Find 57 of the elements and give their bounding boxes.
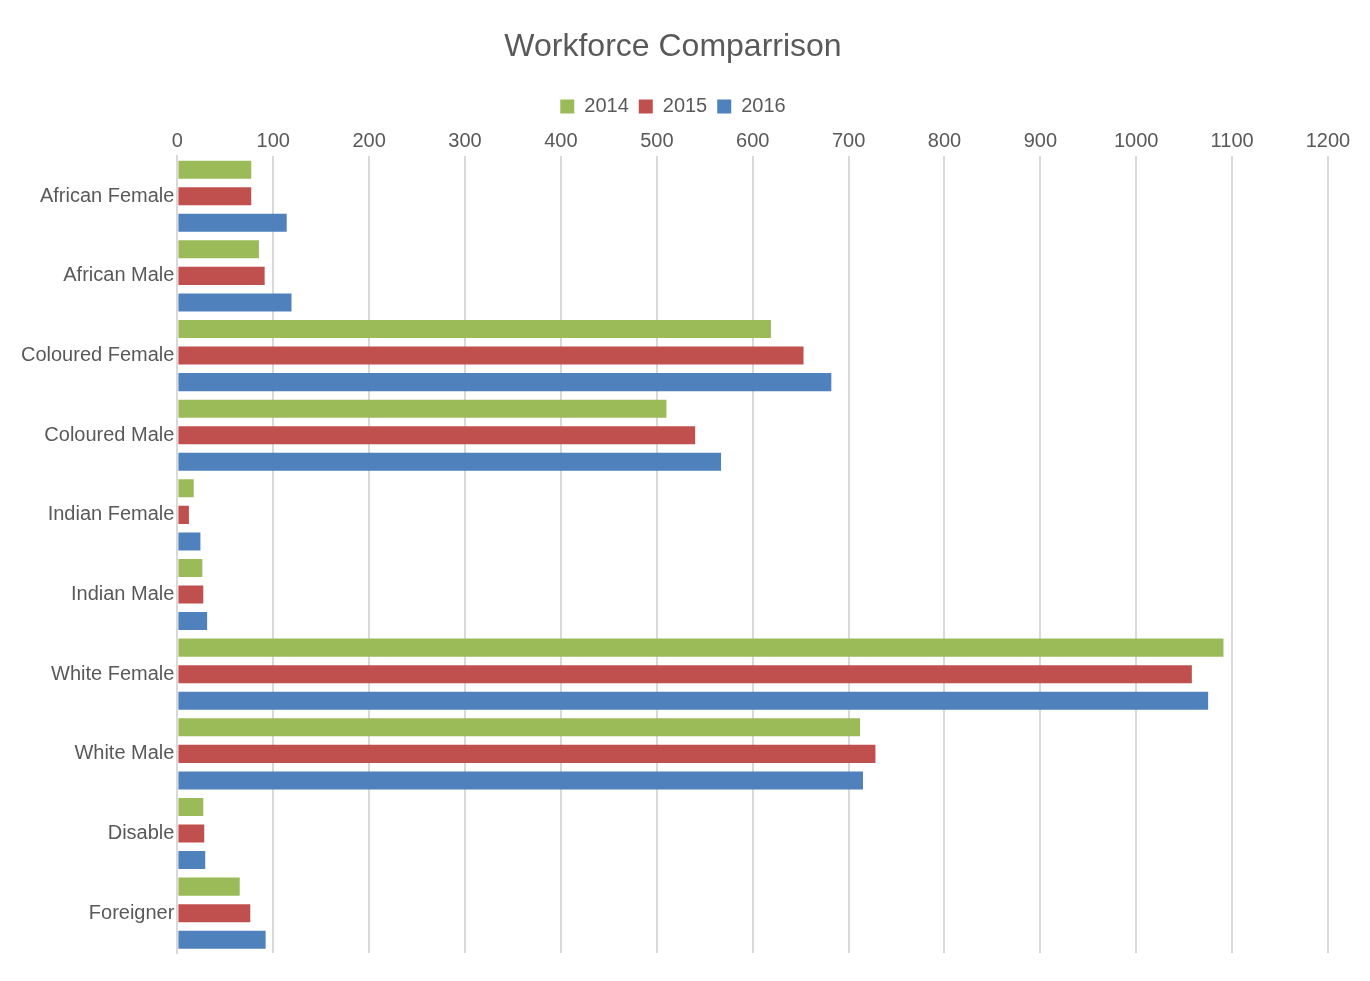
bar: [178, 346, 804, 365]
x-tick-label: 1000: [1113, 128, 1159, 151]
y-tick-label: White Male: [74, 741, 175, 764]
legend-label: 2015: [662, 93, 708, 116]
y-tick-label: African Female: [39, 183, 175, 206]
bar: [178, 452, 722, 471]
bar: [178, 691, 1209, 710]
bar: [178, 612, 208, 631]
bar: [178, 824, 205, 843]
bar: [178, 665, 1192, 684]
bar: [178, 718, 861, 737]
bar: [178, 930, 266, 949]
x-tick-label: 600: [736, 128, 770, 151]
bar: [178, 771, 863, 790]
chart-title: Workforce Comparrison: [504, 27, 842, 64]
legend-label: 2014: [584, 93, 629, 116]
bar: [178, 426, 696, 445]
bar: [178, 266, 265, 285]
bar: [178, 399, 667, 418]
bar: [178, 160, 252, 179]
x-tick-label: 800: [927, 128, 962, 151]
bar: [178, 213, 287, 232]
bar: [178, 187, 252, 206]
bar: [178, 877, 240, 896]
bar: [178, 585, 204, 604]
y-tick-label: Foreigner: [88, 900, 175, 923]
x-tick-label: 200: [352, 128, 386, 151]
bar: [178, 904, 251, 923]
x-tick-label: 1100: [1210, 128, 1254, 151]
y-tick-label: Disable: [107, 821, 175, 844]
bar: [178, 797, 204, 816]
bar: [178, 558, 203, 578]
bar: [178, 505, 189, 524]
y-tick-label: White Female: [51, 661, 175, 684]
y-tick-label: Coloured Male: [44, 422, 175, 445]
x-tick-label: 400: [544, 128, 578, 151]
x-tick-label: 500: [640, 128, 674, 151]
x-tick-label: 100: [256, 128, 290, 151]
y-tick-label: Coloured Female: [20, 343, 175, 366]
x-tick-label: 900: [1023, 128, 1058, 151]
bar: [178, 638, 1224, 657]
bar: [178, 240, 259, 259]
y-tick-label: African Male: [63, 263, 175, 286]
bar: [178, 744, 876, 763]
x-tick-label: 300: [448, 128, 482, 151]
y-tick-label: Indian Male: [71, 582, 175, 605]
x-tick-label: 700: [831, 128, 866, 151]
y-tick-label: Indian Female: [47, 502, 175, 525]
bar: [178, 319, 771, 339]
bar: [178, 373, 832, 392]
x-tick-label: 1200: [1305, 128, 1351, 151]
x-tick-label: 0: [171, 128, 183, 151]
bar: [178, 479, 194, 498]
bar: [178, 532, 201, 551]
legend-label: 2016: [741, 93, 786, 116]
bar: [178, 851, 206, 870]
bar: [178, 293, 292, 312]
